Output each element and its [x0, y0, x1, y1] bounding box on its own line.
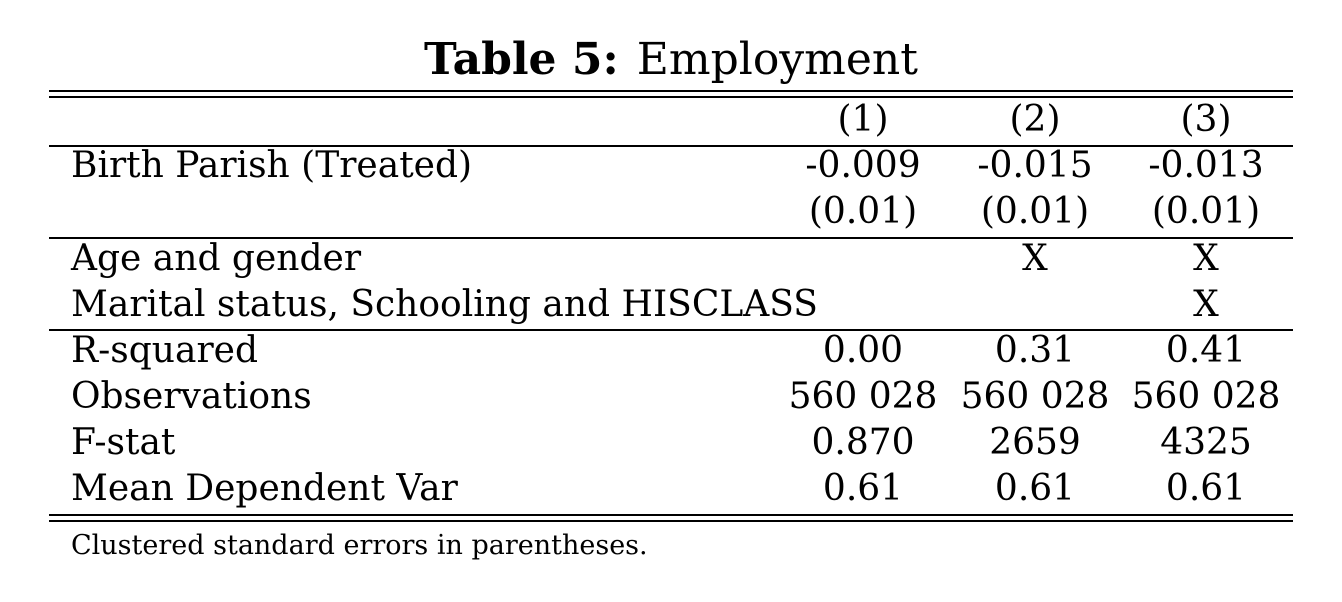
row-label: Observations: [71, 376, 312, 417]
cell-col3: (0.01): [1151, 191, 1261, 232]
row-label: Marital status, Schooling and HISCLASS: [71, 284, 818, 325]
cell-col2: (0.01): [980, 191, 1090, 232]
header-row: (1) (2) (3): [49, 97, 1293, 143]
table-title: Employment: [636, 34, 918, 85]
table-row: (0.01) (0.01) (0.01): [49, 189, 1293, 235]
cell-col2: 560 028: [960, 376, 1110, 417]
cell-col2: 2659: [989, 422, 1081, 463]
table-row: F-stat 0.870 2659 4325: [49, 420, 1293, 466]
cell-col3: -0.013: [1148, 145, 1264, 186]
cell-col2: -0.015: [977, 145, 1093, 186]
table-number: Table 5:: [424, 34, 619, 85]
column-header-3: (3): [1180, 99, 1232, 140]
column-header-2: (2): [1009, 99, 1061, 140]
table-row: Observations 560 028 560 028 560 028: [49, 374, 1293, 420]
top-rule-inner: [49, 96, 1293, 98]
cell-col3: X: [1193, 284, 1219, 325]
table-row: R-squared 0.00 0.31 0.41: [49, 328, 1293, 374]
section-rule-1: [49, 237, 1293, 239]
table-row: Birth Parish (Treated) -0.009 -0.015 -0.…: [49, 143, 1293, 189]
section-rule-2: [49, 329, 1293, 331]
column-header-1: (1): [837, 99, 889, 140]
table-row: Mean Dependent Var 0.61 0.61 0.61: [49, 466, 1293, 512]
cell-col1: 0.00: [822, 330, 904, 371]
cell-col3: 0.61: [1165, 468, 1247, 509]
table-row: Age and gender X X: [49, 236, 1293, 282]
cell-col1: 560 028: [788, 376, 938, 417]
cell-col1: -0.009: [805, 145, 921, 186]
cell-col2: X: [1022, 238, 1048, 279]
bottom-rule-inner: [49, 514, 1293, 516]
row-label: Mean Dependent Var: [71, 468, 458, 509]
cell-col3: X: [1193, 238, 1219, 279]
table-caption: Table 5: Employment: [0, 30, 1342, 90]
row-label: F-stat: [71, 422, 176, 463]
cell-col3: 4325: [1160, 422, 1252, 463]
cell-col2: 0.61: [994, 468, 1076, 509]
row-label: Age and gender: [71, 238, 362, 279]
cell-col3: 560 028: [1131, 376, 1281, 417]
table-note: Clustered standard errors in parentheses…: [71, 530, 648, 561]
header-rule: [49, 145, 1293, 147]
table-row: Marital status, Schooling and HISCLASS X: [49, 282, 1293, 328]
cell-col2: 0.31: [994, 330, 1076, 371]
cell-col1: 0.61: [822, 468, 904, 509]
cell-col1: 0.870: [811, 422, 915, 463]
row-label: Birth Parish (Treated): [71, 145, 473, 186]
row-label: R-squared: [71, 330, 258, 371]
top-rule-outer: [49, 90, 1293, 92]
cell-col3: 0.41: [1165, 330, 1247, 371]
bottom-rule-outer: [49, 520, 1293, 522]
cell-col1: (0.01): [808, 191, 918, 232]
